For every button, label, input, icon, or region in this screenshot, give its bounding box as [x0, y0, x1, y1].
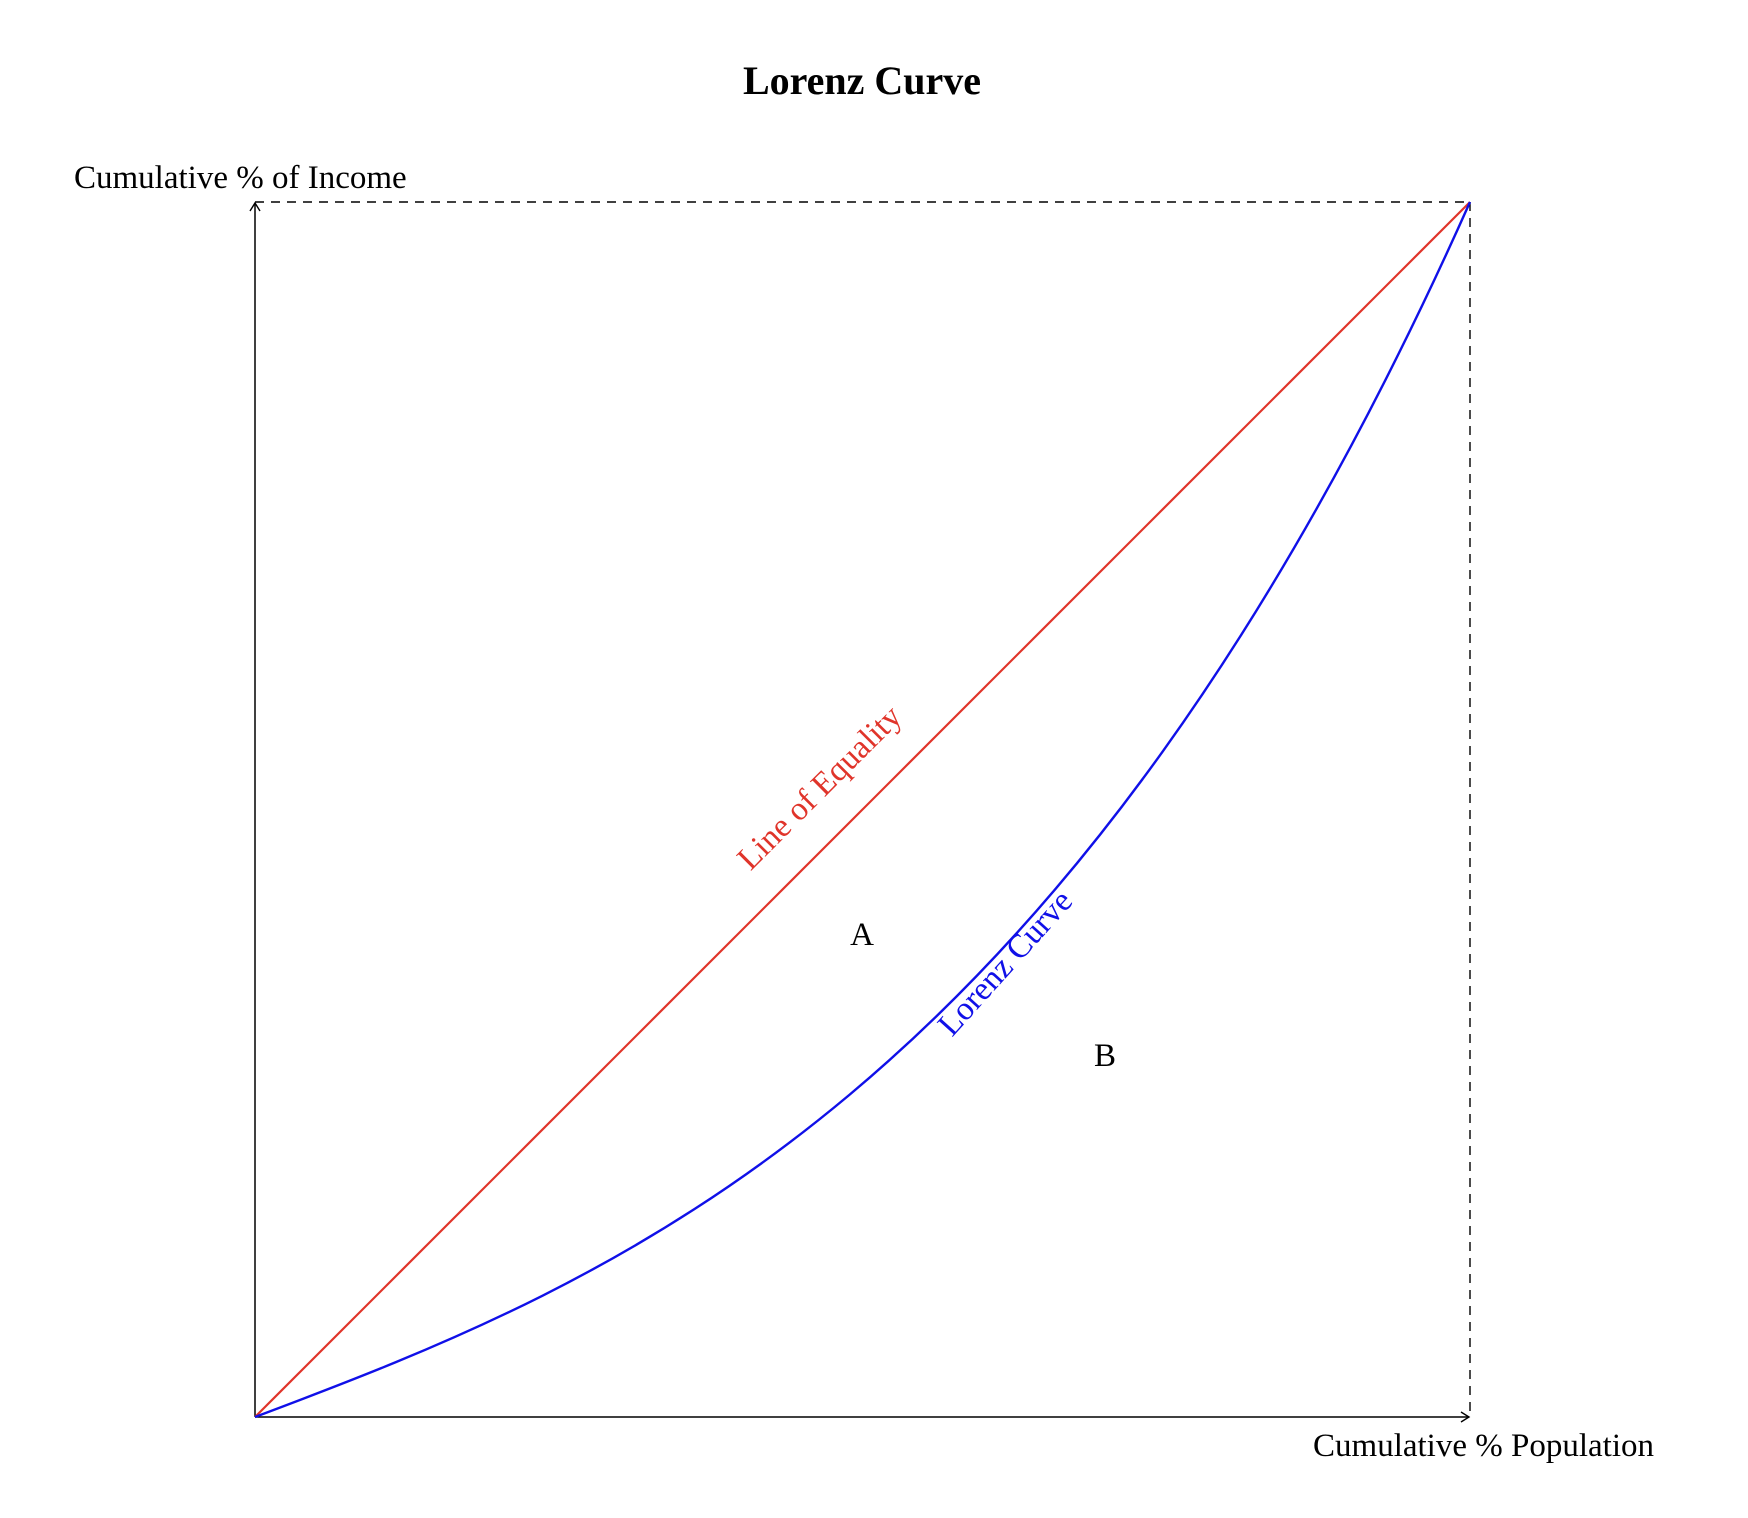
line-of-equality-label: Line of Equality [731, 698, 910, 877]
region-b-label: B [1094, 1038, 1116, 1074]
x-axis-label: Cumulative % Population [1313, 1428, 1654, 1464]
region-a-label: A [850, 917, 874, 953]
y-axis-label: Cumulative % of Income [74, 160, 407, 196]
lorenz-curve-label: Lorenz Curve [931, 884, 1080, 1044]
lorenz-curve [254, 201, 1472, 1419]
diagram-title: Lorenz Curve [743, 58, 981, 103]
line-of-equality [254, 201, 1471, 1418]
